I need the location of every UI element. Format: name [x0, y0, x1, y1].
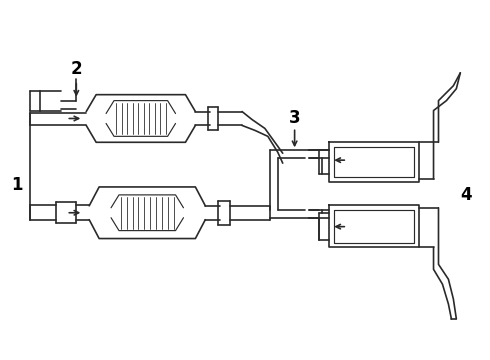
Text: 3: 3 [289, 109, 300, 127]
Text: 2: 2 [71, 60, 82, 78]
Text: 1: 1 [11, 176, 23, 194]
Text: 4: 4 [461, 186, 472, 204]
